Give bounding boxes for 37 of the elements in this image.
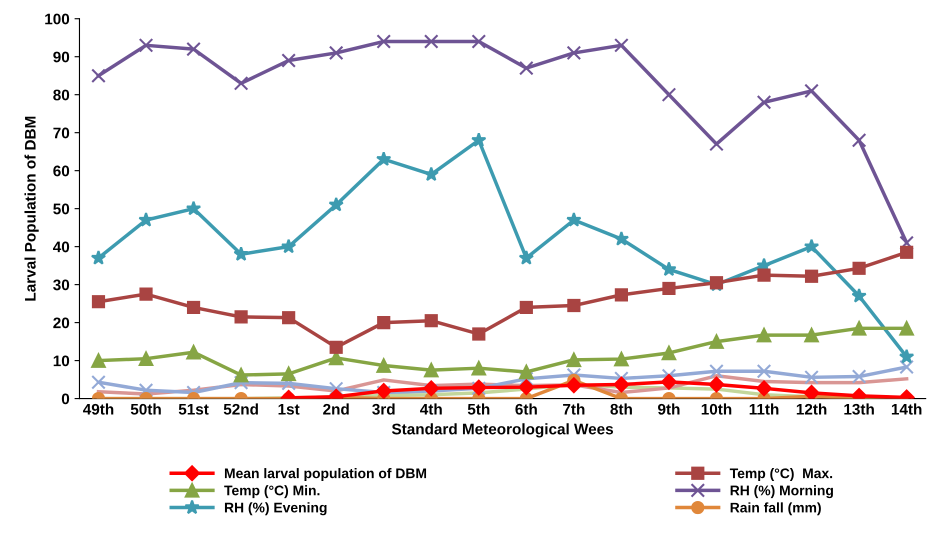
legend-label: Mean larval population of DBM bbox=[224, 468, 426, 481]
y-tick-label: 40 bbox=[52, 242, 70, 252]
x-tick-label: 7th bbox=[563, 403, 584, 415]
x-tick-label: 13th bbox=[844, 403, 874, 415]
x-tick-label: 3rd bbox=[372, 403, 395, 415]
y-tick-label: 80 bbox=[53, 90, 70, 100]
x-tick-label: 2nd bbox=[323, 403, 349, 415]
y-tick-label: 100 bbox=[45, 14, 70, 24]
y-tick-label: 70 bbox=[53, 128, 70, 138]
x-tick-label: 50th bbox=[130, 403, 161, 415]
x-tick-label: 11th bbox=[750, 403, 778, 415]
x-tick-label: 8th bbox=[610, 403, 632, 415]
x-tick-label: 49th bbox=[83, 403, 114, 415]
x-tick-label: 14th bbox=[892, 403, 922, 415]
y-tick-label: 0 bbox=[62, 393, 70, 404]
x-tick-label: 1st bbox=[278, 404, 300, 415]
legend-label: Temp (°C) Min. bbox=[224, 485, 320, 498]
x-tick-label: 12th bbox=[796, 403, 826, 415]
legend-label: RH (%) Morning bbox=[730, 485, 833, 498]
y-tick-label: 90 bbox=[53, 52, 70, 62]
y-tick-label: 60 bbox=[53, 166, 70, 176]
y-tick-label: 10 bbox=[54, 355, 70, 366]
x-axis-title: Standard Meteorological Wees bbox=[392, 423, 614, 438]
x-tick-label: 6th bbox=[515, 403, 537, 415]
y-tick-label: 50 bbox=[53, 204, 70, 214]
legend-label: Rain fall (mm) bbox=[730, 502, 821, 516]
y-tick-label: 30 bbox=[53, 279, 70, 290]
x-tick-label: 4th bbox=[420, 403, 442, 415]
x-tick-label: 51st bbox=[178, 404, 209, 415]
x-tick-label: 10th bbox=[702, 403, 732, 415]
legend-label: RH (%) Evening bbox=[224, 502, 326, 516]
legend-label: Temp (°C) Max. bbox=[730, 468, 832, 481]
x-tick-label: 5th bbox=[468, 403, 490, 415]
x-tick-label: 52nd bbox=[224, 403, 258, 415]
x-tick-label: 9th bbox=[658, 403, 680, 415]
y-axis-title: Larval Population of DBM bbox=[24, 116, 39, 301]
y-tick-label: 20 bbox=[53, 317, 70, 328]
